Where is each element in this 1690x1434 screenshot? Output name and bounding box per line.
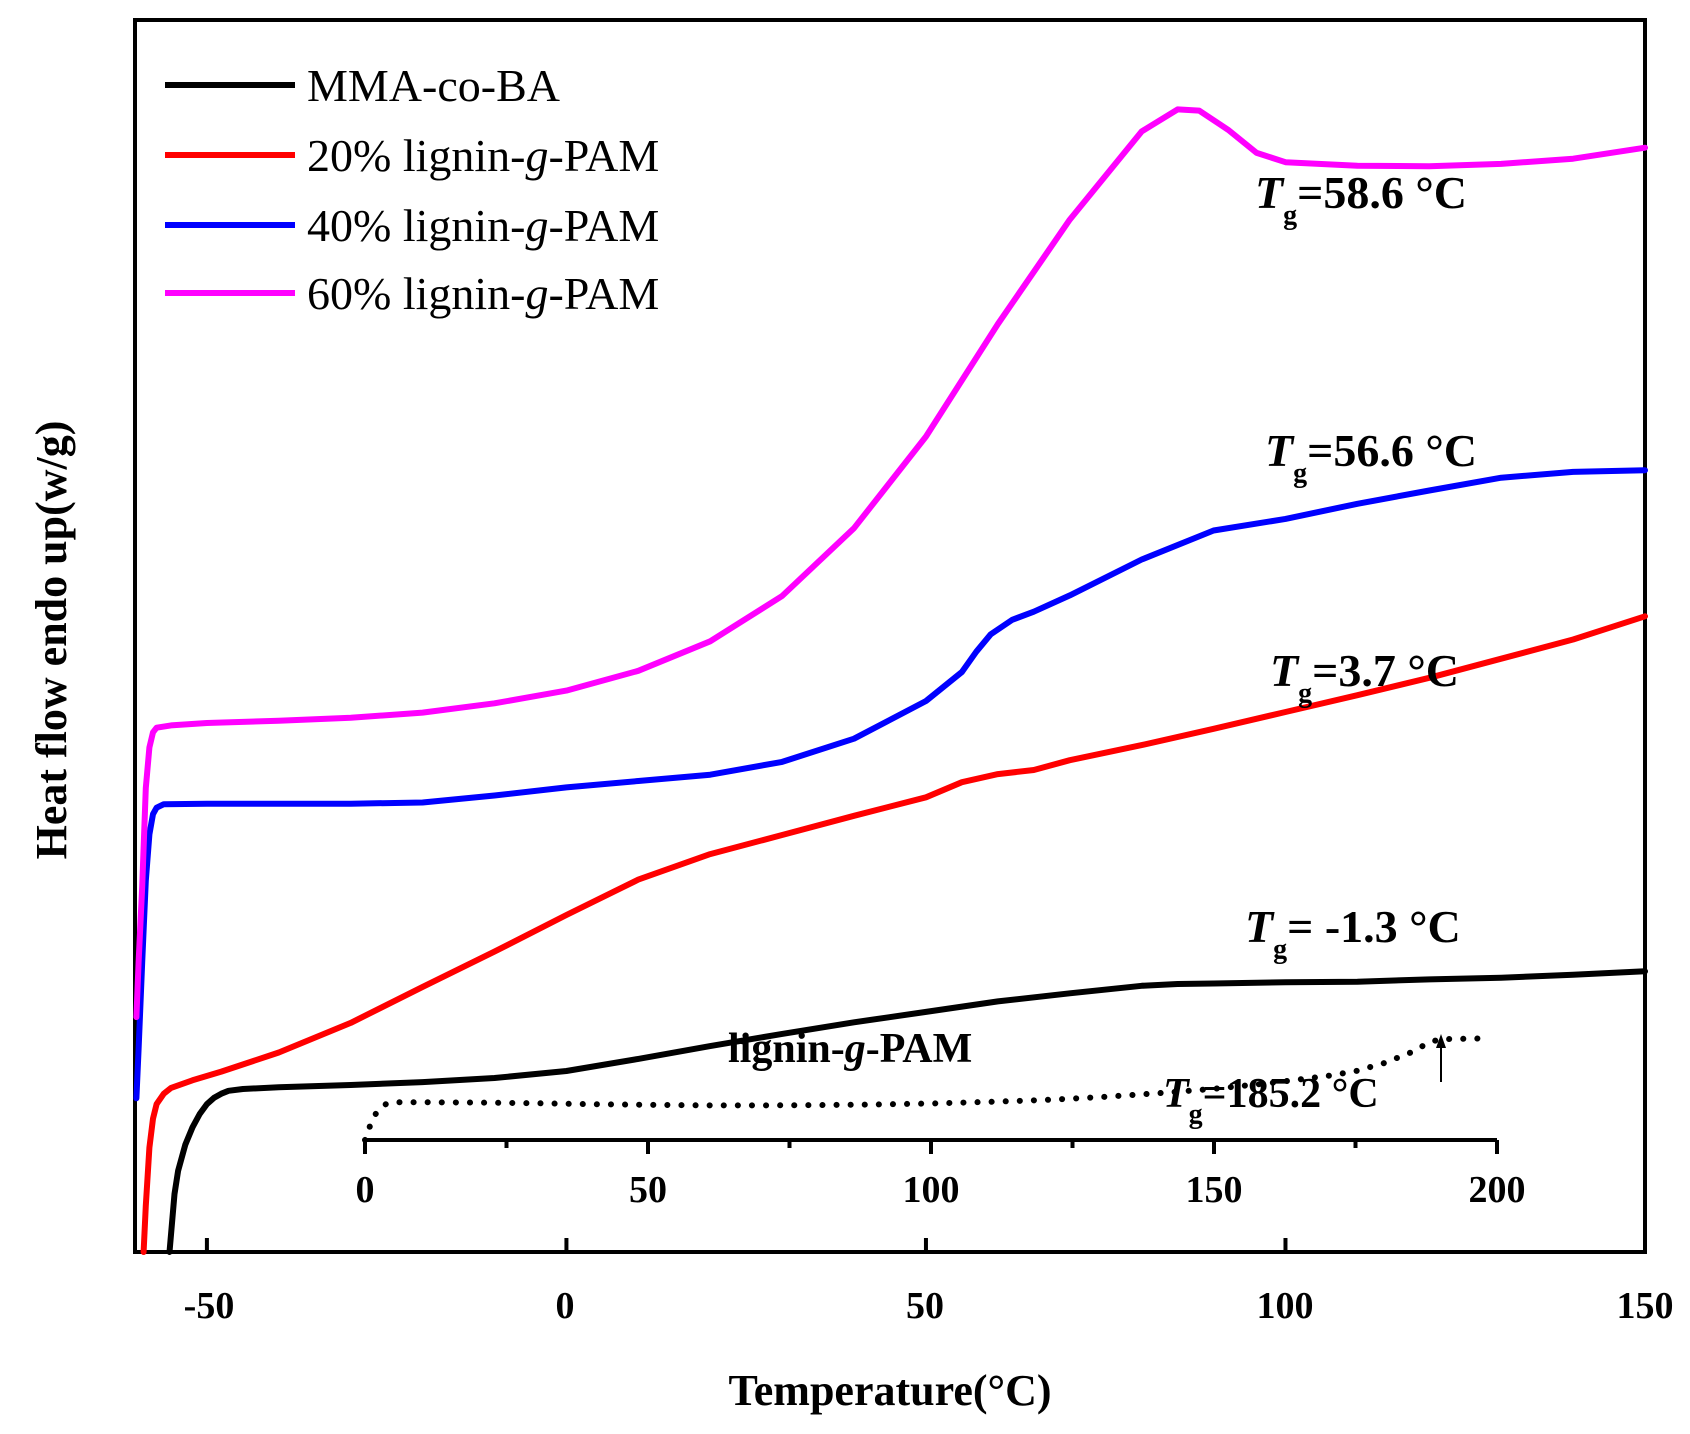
series-line-2 [133,467,1648,1102]
tg-annotation-20pct: Tg=3.7 °C [1270,645,1459,709]
legend: MMA-co-BA 20% lignin-g-PAM 40% lignin-g-… [165,60,659,319]
series-line-0 [166,968,1648,1255]
inset-title: lignin-g-PAM [728,1026,972,1072]
inset-tick-label: 200 [1469,1169,1526,1211]
inset: 0 50 100 150 200 lignin-g-PAM Tg=185.2 °… [356,1026,1526,1211]
inset-tg-annotation: Tg=185.2 °C [1163,1071,1379,1130]
inset-series [362,1035,1489,1143]
legend-label-mma-co-ba: MMA-co-BA [307,60,560,111]
legend-label-60pct: 60% lignin-g-PAM [307,268,659,319]
series-line-1 [140,613,1648,1255]
series-group [133,106,1648,1255]
tg-annotation-40pct: Tg=56.6 °C [1265,425,1477,489]
inset-tick-label: 50 [629,1169,667,1211]
inset-tg-arrow [1436,1034,1446,1082]
tg-annotation-mma-co-ba: Tg= -1.3 °C [1245,901,1461,965]
legend-label-40pct: 40% lignin-g-PAM [307,200,659,251]
inset-tick-label: 0 [356,1169,375,1211]
x-tick-label: 100 [1257,1285,1314,1327]
inset-series-line [362,1035,1489,1143]
x-tick-label: 150 [1617,1285,1674,1327]
legend-label-20pct: 20% lignin-g-PAM [307,130,659,181]
x-tick-label: 50 [906,1285,944,1327]
series-line-3 [133,106,1648,1021]
tg-annotation-60pct: Tg=58.6 °C [1255,167,1467,231]
inset-ticks [363,1140,1499,1154]
inset-tick-label: 150 [1186,1169,1243,1211]
x-tick-label: 0 [556,1285,575,1327]
x-axis-title: Temperature(°C) [728,1366,1051,1415]
y-axis-title: Heat flow endo up(w/g) [27,421,76,860]
plot-frame [133,18,1647,1254]
x-axis-ticks [204,1238,1647,1252]
inset-tick-label: 100 [903,1169,960,1211]
x-tick-label: -50 [184,1285,235,1327]
